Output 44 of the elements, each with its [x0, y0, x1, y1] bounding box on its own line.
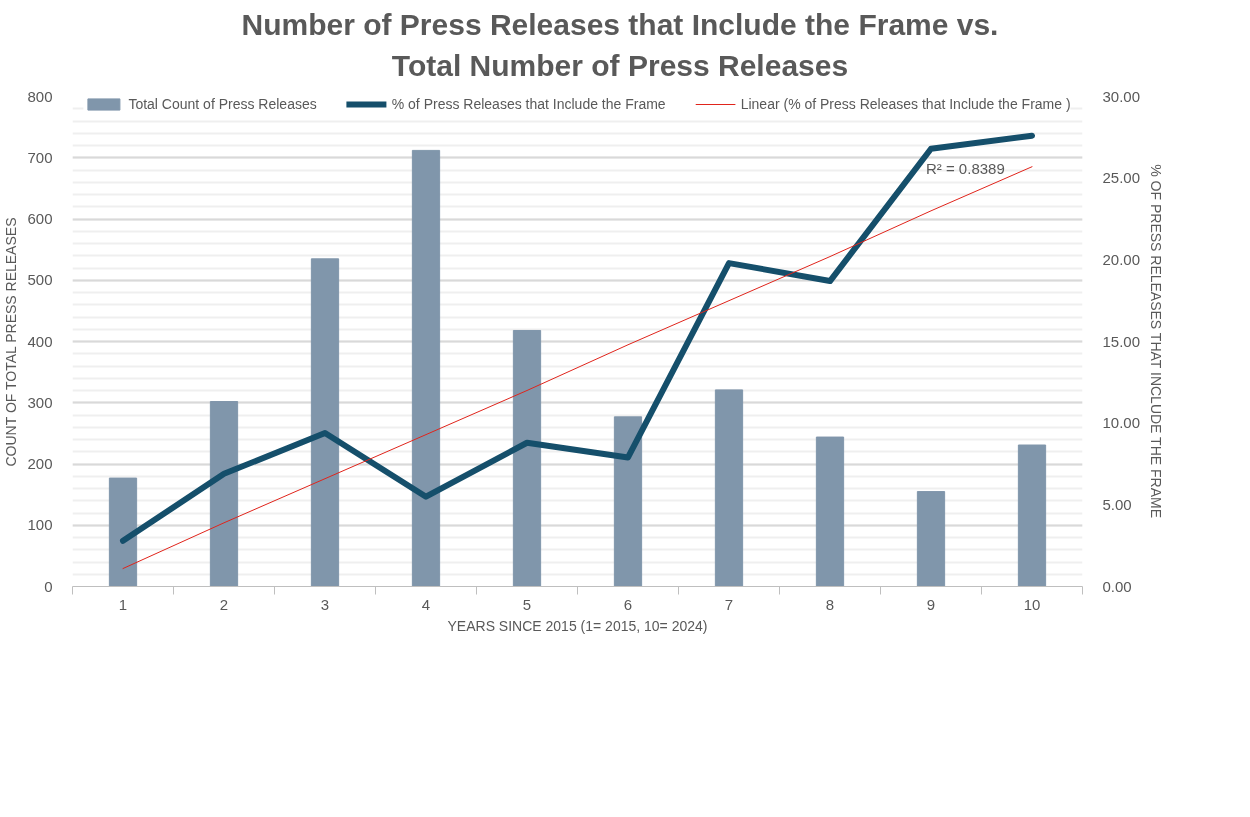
y-tick-label: 800: [27, 87, 53, 105]
x-tick-label: 3: [320, 595, 330, 613]
bar: [108, 477, 138, 587]
y2-tick-label: 20.00: [1102, 250, 1141, 268]
y-tick-label: 600: [27, 210, 53, 227]
y-tick-label: 500: [27, 271, 53, 289]
y2-tick-label: 10.00: [1102, 414, 1141, 432]
bar: [411, 149, 441, 587]
x-tick-label: 1: [118, 595, 128, 613]
y-tick-label: 400: [27, 332, 53, 350]
x-tick-label: 10: [1023, 595, 1041, 613]
x-tick-label: 2: [219, 595, 229, 613]
y2-tick-label: 30.00: [1102, 87, 1141, 105]
bar: [310, 258, 340, 587]
y-tick-label: 0: [44, 577, 53, 595]
chart-title: Number of Press Releases that Include the Frame vs. Total Number of Press Releases: [241, 7, 999, 84]
bar: [512, 329, 542, 587]
y-tick-label: 700: [27, 148, 53, 166]
bar: [1017, 444, 1047, 587]
y-axis-title: COUNT OF TOTAL PRESS RELEASES: [3, 217, 20, 467]
legend-label: Total Count of Press Releases: [128, 96, 317, 112]
y2-tick-label: 0.00: [1102, 577, 1132, 595]
x-tick-label: 9: [926, 595, 936, 613]
bar: [714, 389, 744, 587]
y2-tick-label: 25.00: [1102, 169, 1141, 187]
y2-axis-title: % OF PRESS RELEASES THAT INCLUDE THE FRAME: [1148, 164, 1165, 518]
bar: [613, 416, 643, 587]
x-tick-label: 5: [522, 595, 532, 613]
bar: [815, 436, 845, 587]
y-tick-label: 200: [27, 455, 53, 472]
y-tick-label: 100: [27, 516, 53, 534]
bar: [916, 491, 946, 587]
annotation: R² = 0.8389: [925, 160, 1005, 178]
x-axis-title: YEARS SINCE 2015 (1= 2015, 10= 2024): [447, 617, 708, 634]
x-tick-label: 4: [421, 595, 431, 613]
legend-label: Linear (% of Press Releases that Include the Frame ): [740, 96, 1071, 112]
y-tick-label: 300: [27, 393, 53, 411]
x-tick-label: 7: [724, 595, 734, 613]
legend-label: % of Press Releases that Include the Frame: [391, 96, 666, 112]
bar: [209, 401, 239, 587]
x-tick-label: 6: [623, 595, 633, 613]
y2-tick-label: 15.00: [1102, 332, 1141, 350]
x-tick-label: 8: [825, 595, 835, 613]
y2-tick-label: 5.00: [1102, 495, 1132, 513]
